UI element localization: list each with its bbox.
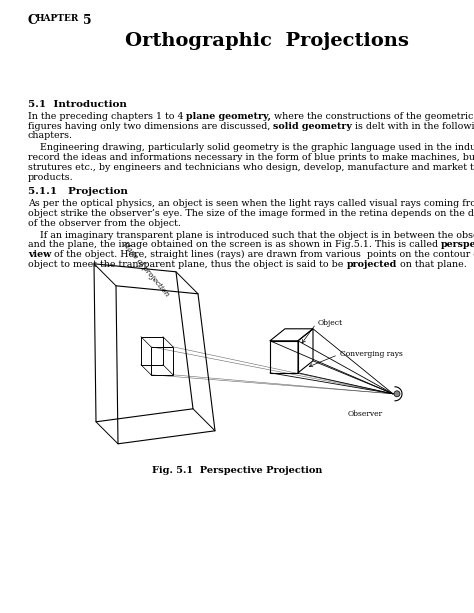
Text: strutures etc., by engineers and technicians who design, develop, manufacture an: strutures etc., by engineers and technic… — [28, 163, 474, 172]
Text: record the ideas and informations necessary in the form of blue prints to make m: record the ideas and informations necess… — [28, 153, 474, 162]
Text: Fig. 5.1  Perspective Projection: Fig. 5.1 Perspective Projection — [152, 466, 322, 475]
Text: 5: 5 — [83, 14, 91, 27]
Text: on that plane.: on that plane. — [397, 260, 466, 269]
Text: chapters.: chapters. — [28, 131, 73, 140]
Text: where the constructions of the geometrical: where the constructions of the geometric… — [272, 112, 474, 121]
Text: of the object. Here, straight lines (rays) are drawn from various  points on the: of the object. Here, straight lines (ray… — [51, 250, 474, 259]
Text: In the preceding chapters 1 to 4: In the preceding chapters 1 to 4 — [28, 112, 186, 121]
Text: object strike the observer’s eye. The size of the image formed in the retina dep: object strike the observer’s eye. The si… — [28, 209, 474, 218]
Text: Engineering drawing, particularly solid geometry is the graphic language used in: Engineering drawing, particularly solid … — [28, 143, 474, 152]
Text: Object: Object — [318, 319, 343, 327]
Text: Orthographic  Projections: Orthographic Projections — [125, 32, 409, 50]
Text: object to meet the transparent plane, thus the object is said to be: object to meet the transparent plane, th… — [28, 260, 346, 269]
Text: As per the optical physics, an object is seen when the light rays called visual : As per the optical physics, an object is… — [28, 199, 474, 208]
Text: Converging rays: Converging rays — [340, 350, 403, 358]
Text: solid geometry: solid geometry — [273, 121, 352, 131]
Circle shape — [394, 391, 400, 397]
Text: is delt with in the following: is delt with in the following — [352, 121, 474, 131]
Text: projected: projected — [346, 260, 397, 269]
Text: If an imaginary transparent plane is introduced such that the object is in betwe: If an imaginary transparent plane is int… — [28, 230, 474, 240]
Text: perspective: perspective — [441, 240, 474, 249]
Text: products.: products. — [28, 173, 73, 181]
Text: HAPTER: HAPTER — [36, 14, 79, 23]
Text: of the observer from the object.: of the observer from the object. — [28, 219, 181, 228]
Text: 5.1.1   Projection: 5.1.1 Projection — [28, 188, 128, 196]
Text: view: view — [28, 250, 51, 259]
Text: figures having only two dimensions are discussed,: figures having only two dimensions are d… — [28, 121, 273, 131]
Text: C: C — [28, 14, 38, 27]
Text: 5.1  Introduction: 5.1 Introduction — [28, 100, 127, 109]
Text: and the plane, the image obtained on the screen is as shown in Fig.5.1. This is : and the plane, the image obtained on the… — [28, 240, 441, 249]
Text: plane geometry,: plane geometry, — [186, 112, 272, 121]
Text: Observer: Observer — [347, 410, 383, 418]
Text: Plane of projection: Plane of projection — [120, 240, 171, 298]
